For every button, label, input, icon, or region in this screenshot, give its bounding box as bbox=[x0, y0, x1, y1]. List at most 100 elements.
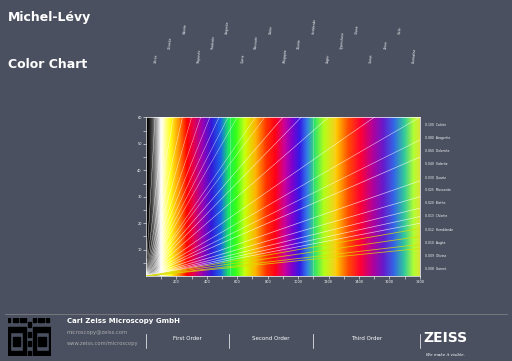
Bar bbox=[46, 351, 49, 356]
Bar bbox=[8, 332, 10, 336]
Text: www.zeiss.com/microscopy: www.zeiss.com/microscopy bbox=[67, 341, 138, 346]
Bar bbox=[15, 318, 18, 322]
Bar bbox=[13, 336, 15, 342]
Bar bbox=[23, 336, 26, 342]
Text: 0.040  Siderite: 0.040 Siderite bbox=[425, 162, 447, 166]
Text: Color Chart: Color Chart bbox=[8, 58, 87, 71]
Bar bbox=[20, 327, 23, 332]
Text: 0.025  Muscovite: 0.025 Muscovite bbox=[425, 188, 451, 192]
Bar bbox=[49, 351, 51, 356]
Bar bbox=[41, 336, 44, 342]
Text: Quartz: Quartz bbox=[240, 54, 245, 63]
Bar bbox=[28, 342, 31, 346]
Text: Magnesite: Magnesite bbox=[197, 49, 202, 63]
Bar bbox=[13, 318, 15, 322]
Text: Rutile: Rutile bbox=[398, 26, 403, 34]
Bar bbox=[46, 318, 49, 322]
Bar bbox=[44, 342, 46, 346]
Bar bbox=[20, 351, 23, 356]
Text: Olivine: Olivine bbox=[355, 25, 359, 34]
Text: Muscovite: Muscovite bbox=[254, 35, 259, 49]
Bar bbox=[13, 351, 15, 356]
Bar bbox=[38, 336, 41, 342]
Bar bbox=[23, 332, 26, 336]
Bar bbox=[23, 327, 26, 332]
Text: Aragonite: Aragonite bbox=[225, 21, 230, 34]
Text: 0.009  Olivine: 0.009 Olivine bbox=[425, 254, 446, 258]
Text: Augite: Augite bbox=[326, 54, 331, 63]
Bar bbox=[28, 322, 31, 327]
Bar bbox=[49, 342, 51, 346]
Bar bbox=[15, 327, 18, 332]
Bar bbox=[33, 336, 36, 342]
Text: First Order: First Order bbox=[174, 336, 202, 341]
Bar bbox=[23, 342, 26, 346]
Bar bbox=[33, 342, 36, 346]
Bar bbox=[44, 336, 46, 342]
Bar bbox=[18, 351, 20, 356]
Bar bbox=[8, 351, 10, 356]
Text: 0.020  Biotite: 0.020 Biotite bbox=[425, 201, 445, 205]
Text: Chlorite: Chlorite bbox=[297, 38, 302, 49]
Bar bbox=[23, 351, 26, 356]
Bar bbox=[23, 318, 26, 322]
Bar bbox=[15, 342, 18, 346]
Bar bbox=[36, 351, 38, 356]
Bar bbox=[15, 336, 18, 342]
Text: Third Order: Third Order bbox=[351, 336, 382, 341]
Bar bbox=[44, 327, 46, 332]
Text: 0.080  Aragonite: 0.080 Aragonite bbox=[425, 136, 451, 140]
Text: Biotite: Biotite bbox=[269, 25, 273, 34]
Bar bbox=[18, 342, 20, 346]
Bar bbox=[38, 342, 41, 346]
Bar bbox=[33, 346, 36, 351]
Bar bbox=[18, 327, 20, 332]
Bar bbox=[44, 351, 46, 356]
Bar bbox=[10, 351, 13, 356]
Bar bbox=[33, 318, 36, 322]
Bar bbox=[8, 318, 10, 322]
Text: Hornblende: Hornblende bbox=[311, 18, 317, 34]
Bar bbox=[8, 327, 10, 332]
Text: Phlogopite: Phlogopite bbox=[283, 48, 288, 63]
Bar bbox=[18, 336, 20, 342]
Text: 0.008  Garnet: 0.008 Garnet bbox=[425, 267, 446, 271]
Bar bbox=[28, 351, 31, 356]
Bar bbox=[13, 327, 15, 332]
Text: microscopy@zeiss.com: microscopy@zeiss.com bbox=[67, 330, 128, 335]
Bar bbox=[23, 346, 26, 351]
Bar bbox=[15, 351, 18, 356]
Bar bbox=[33, 351, 36, 356]
Bar bbox=[49, 327, 51, 332]
Bar bbox=[38, 327, 41, 332]
Bar bbox=[46, 327, 49, 332]
Bar bbox=[8, 336, 10, 342]
Text: Tourmaline: Tourmaline bbox=[412, 48, 417, 63]
Text: Calcite: Calcite bbox=[154, 53, 159, 63]
Bar bbox=[41, 351, 44, 356]
Text: Garnet: Garnet bbox=[369, 53, 374, 63]
Bar bbox=[41, 327, 44, 332]
Text: 0.010  Augite: 0.010 Augite bbox=[425, 241, 445, 245]
Text: 0.060  Dolomite: 0.060 Dolomite bbox=[425, 149, 450, 153]
Bar bbox=[8, 342, 10, 346]
Bar bbox=[38, 318, 41, 322]
Text: We make it visible.: We make it visible. bbox=[426, 353, 465, 357]
Bar bbox=[10, 327, 13, 332]
Bar bbox=[49, 336, 51, 342]
Text: ZEISS: ZEISS bbox=[423, 331, 467, 345]
Text: Michel-Lévy: Michel-Lévy bbox=[8, 11, 91, 24]
Bar bbox=[41, 318, 44, 322]
Text: 0.030  Quartz: 0.030 Quartz bbox=[425, 175, 446, 179]
Bar bbox=[8, 346, 10, 351]
Text: Rhodonite: Rhodonite bbox=[211, 34, 216, 49]
Bar bbox=[20, 318, 23, 322]
Text: Carl Zeiss Microscopy GmbH: Carl Zeiss Microscopy GmbH bbox=[67, 318, 179, 324]
Text: Second Order: Second Order bbox=[252, 336, 290, 341]
Bar bbox=[49, 332, 51, 336]
Bar bbox=[49, 346, 51, 351]
Text: 0.100  Calcite: 0.100 Calcite bbox=[425, 122, 446, 127]
Text: Zircon: Zircon bbox=[383, 40, 389, 49]
Bar bbox=[13, 342, 15, 346]
Bar bbox=[28, 332, 31, 336]
